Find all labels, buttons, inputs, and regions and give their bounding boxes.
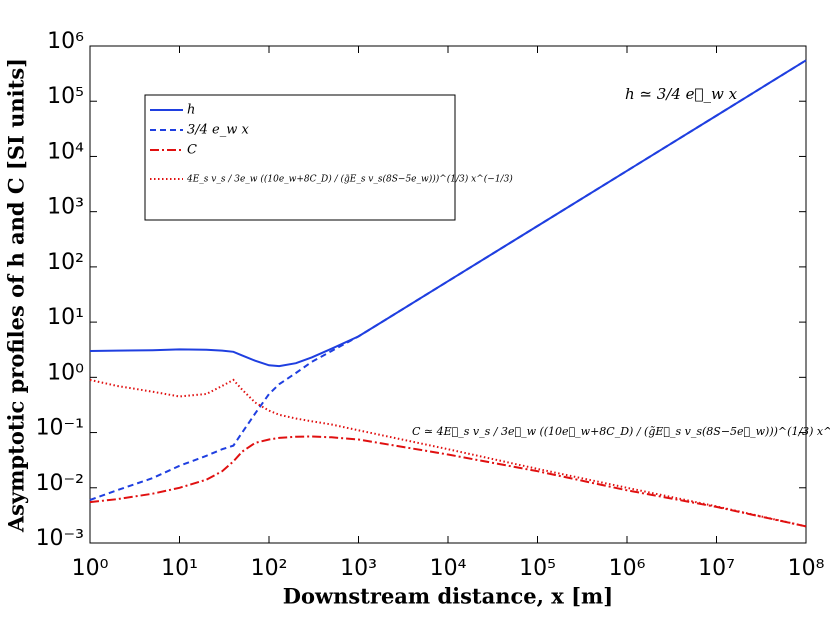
annotation: h ≃ 3/4 e⃗_w x (625, 85, 738, 103)
legend-label: C (187, 143, 197, 158)
y-tick-label: 10⁻¹ (36, 416, 84, 441)
y-tick-label: 10¹ (47, 305, 84, 330)
legend-label: 3/4 e_w x (187, 123, 250, 138)
legend-label: h (187, 103, 195, 118)
series-line (89, 378, 807, 528)
series-line (89, 59, 807, 501)
x-tick-label: 10⁴ (430, 556, 467, 581)
x-tick-label: 10² (251, 556, 288, 581)
y-tick-label: 10⁰ (47, 360, 84, 385)
annotation: C ≃ 4E⃗_s v_s / 3e⃗_w ((10e⃗_w+8C_D) / (… (412, 425, 830, 438)
x-tick-label: 10⁸ (788, 556, 825, 581)
series-line (89, 435, 807, 528)
legend-label: 4E_s v_s / 3e_w ((10e_w+8C_D) / (g̃E_s v… (186, 174, 513, 185)
x-tick-label: 10⁵ (519, 556, 556, 581)
x-tick-label: 10⁰ (72, 556, 109, 581)
y-tick-label: 10³ (47, 195, 84, 220)
x-tick-label: 10⁷ (698, 556, 735, 581)
x-tick-label: 10³ (340, 556, 377, 581)
y-tick-label: 10⁻³ (36, 526, 84, 551)
y-tick-label: 10² (47, 250, 84, 275)
x-axis-label: Downstream distance, x [m] (283, 584, 613, 609)
y-tick-label: 10⁶ (47, 29, 84, 54)
legend-box (144, 94, 456, 221)
y-tick-label: 10⁴ (47, 139, 84, 164)
x-tick-label: 10¹ (161, 556, 198, 581)
x-tick-label: 10⁶ (609, 556, 646, 581)
y-tick-label: 10⁻² (36, 471, 84, 496)
y-axis-label: Asymptotic profiles of h and C [SI units… (4, 58, 29, 533)
y-tick-label: 10⁵ (47, 84, 84, 109)
